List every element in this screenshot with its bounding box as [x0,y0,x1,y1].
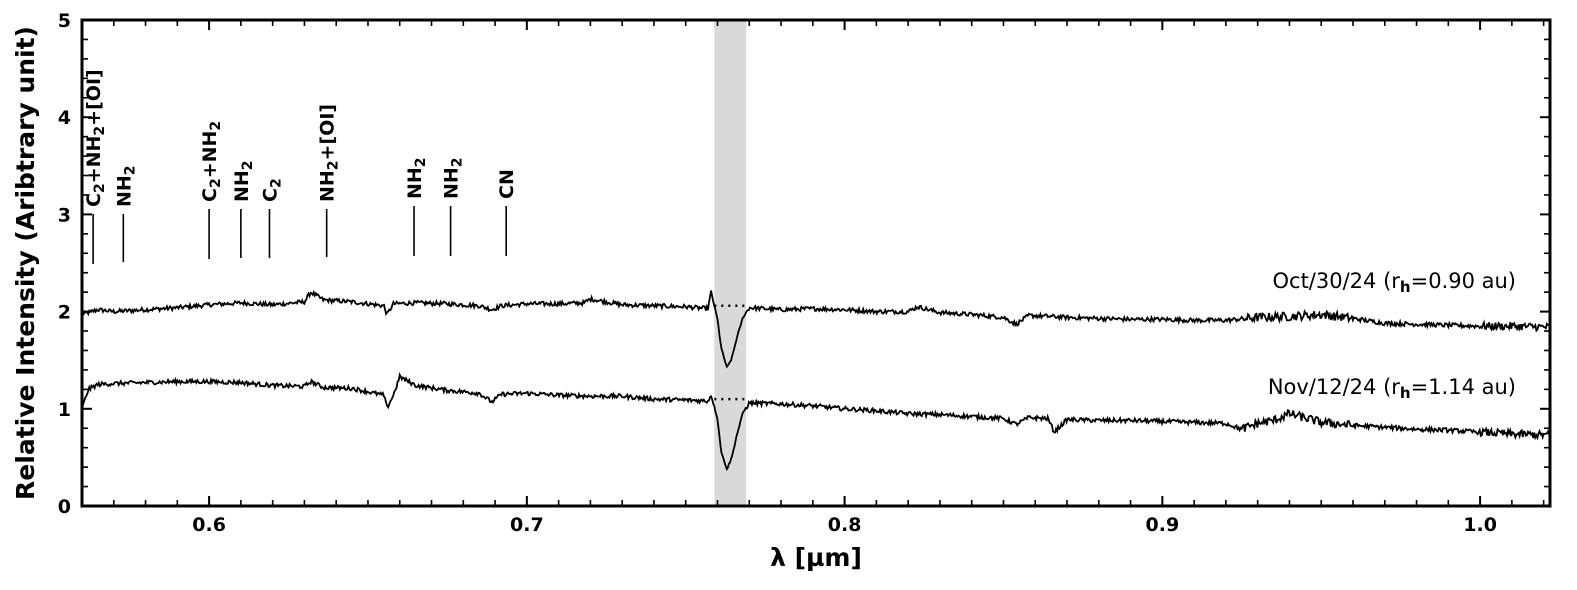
series-label-2: Nov/12/24 (rh=1.14 au) [1268,375,1516,402]
y-tick-label: 2 [58,302,71,324]
y-tick-label: 0 [58,496,71,518]
axes [80,18,1552,508]
emission-label: CN [496,169,518,199]
x-tick-label: 0.8 [828,514,862,536]
emission-label: NH2 [113,165,138,207]
emission-label: NH2 [404,157,429,199]
x-tick-label: 1.0 [1463,514,1497,536]
series-line-1 [81,289,1550,369]
series-label-1: Oct/30/24 (rh=0.90 au) [1273,269,1517,296]
series-layer [81,289,1551,472]
y-axis-title: Relative Intensity (Aribtrary unit) [11,26,40,500]
series-labels: Oct/30/24 (rh=0.90 au) Nov/12/24 (rh=1.14… [1268,269,1516,402]
emission-label: C2 [259,178,284,202]
emission-label: NH2 [231,160,256,202]
y-tick-label: 3 [58,204,71,226]
x-tick-label: 0.7 [510,514,544,536]
plot-frame [80,18,1552,508]
ticks: 0.6 0.7 0.8 0.9 1.0 0 1 2 3 4 5 [58,10,1550,536]
emission-label: NH2+[OI] [317,104,342,202]
series-line-2 [81,372,1551,472]
x-axis-title: λ [µm] [770,543,862,572]
y-tick-label: 1 [58,399,71,421]
emission-label: C2+NH2 [199,121,224,202]
band-layer [714,20,747,506]
x-tick-label: 0.6 [192,514,226,536]
emission-label: NH2 [441,157,466,199]
x-tick-label: 0.9 [1146,514,1180,536]
shaded-band [714,20,747,506]
y-tick-label: 4 [58,107,71,129]
emission-label: C2+NH2+[OI] [83,69,108,207]
y-tick-label: 5 [58,10,71,32]
